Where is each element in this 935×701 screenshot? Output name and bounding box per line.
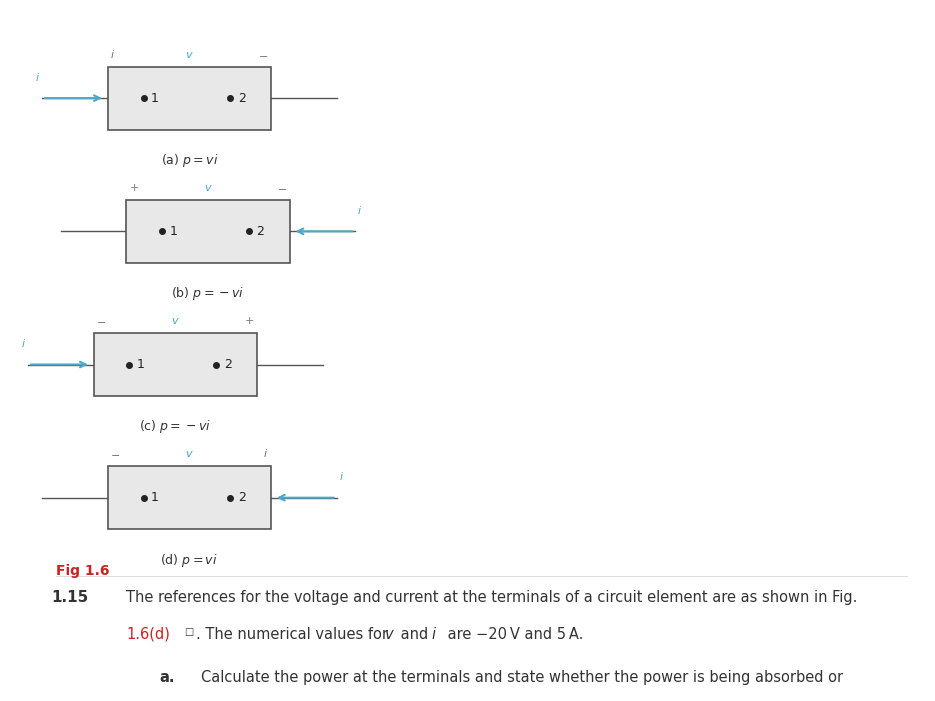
Text: are −20 V and 5 A.: are −20 V and 5 A. [443, 627, 583, 641]
Text: 1: 1 [137, 358, 145, 371]
Text: $i$: $i$ [338, 470, 344, 482]
Text: 1: 1 [170, 225, 178, 238]
Text: □: □ [184, 627, 194, 637]
Text: $i$: $i$ [110, 48, 115, 60]
Text: (b) $p = -vi$: (b) $p = -vi$ [171, 285, 245, 302]
Text: $-$: $-$ [96, 316, 107, 326]
Text: i: i [432, 627, 436, 641]
Text: a.: a. [159, 670, 175, 685]
Text: 1: 1 [151, 92, 159, 104]
Text: 1.6(d): 1.6(d) [126, 627, 170, 641]
Text: (a) $p = vi$: (a) $p = vi$ [161, 152, 218, 169]
Text: 2: 2 [223, 358, 232, 371]
Text: and: and [396, 627, 433, 641]
Text: $i$: $i$ [21, 337, 26, 349]
Text: $i$: $i$ [35, 71, 40, 83]
FancyBboxPatch shape [94, 333, 257, 396]
Text: $v$: $v$ [171, 316, 180, 326]
Text: (c) $p = -vi$: (c) $p = -vi$ [139, 418, 211, 435]
Text: $v$: $v$ [185, 50, 194, 60]
FancyBboxPatch shape [108, 67, 271, 130]
Text: $v$: $v$ [185, 449, 194, 459]
Text: $+$: $+$ [244, 315, 254, 326]
FancyBboxPatch shape [108, 466, 271, 529]
Text: $i$: $i$ [264, 447, 268, 459]
Text: Calculate the power at the terminals and state whether the power is being absorb: Calculate the power at the terminals and… [201, 670, 843, 685]
Text: $-$: $-$ [258, 50, 268, 60]
Text: $-$: $-$ [110, 449, 121, 459]
Text: v: v [385, 627, 394, 641]
Text: (d) $p = vi$: (d) $p = vi$ [161, 552, 218, 569]
FancyBboxPatch shape [126, 200, 290, 263]
Text: . The numerical values for: . The numerical values for [196, 627, 393, 641]
Text: 1.15: 1.15 [51, 590, 89, 605]
Text: $v$: $v$ [204, 183, 212, 193]
Text: 2: 2 [256, 225, 265, 238]
Text: The references for the voltage and current at the terminals of a circuit element: The references for the voltage and curre… [126, 590, 857, 605]
Text: $i$: $i$ [357, 204, 363, 216]
Text: 2: 2 [237, 92, 246, 104]
Text: $+$: $+$ [129, 182, 139, 193]
Text: 2: 2 [237, 491, 246, 504]
Text: 1: 1 [151, 491, 159, 504]
Text: Fig 1.6: Fig 1.6 [56, 564, 109, 578]
Text: $-$: $-$ [277, 183, 287, 193]
